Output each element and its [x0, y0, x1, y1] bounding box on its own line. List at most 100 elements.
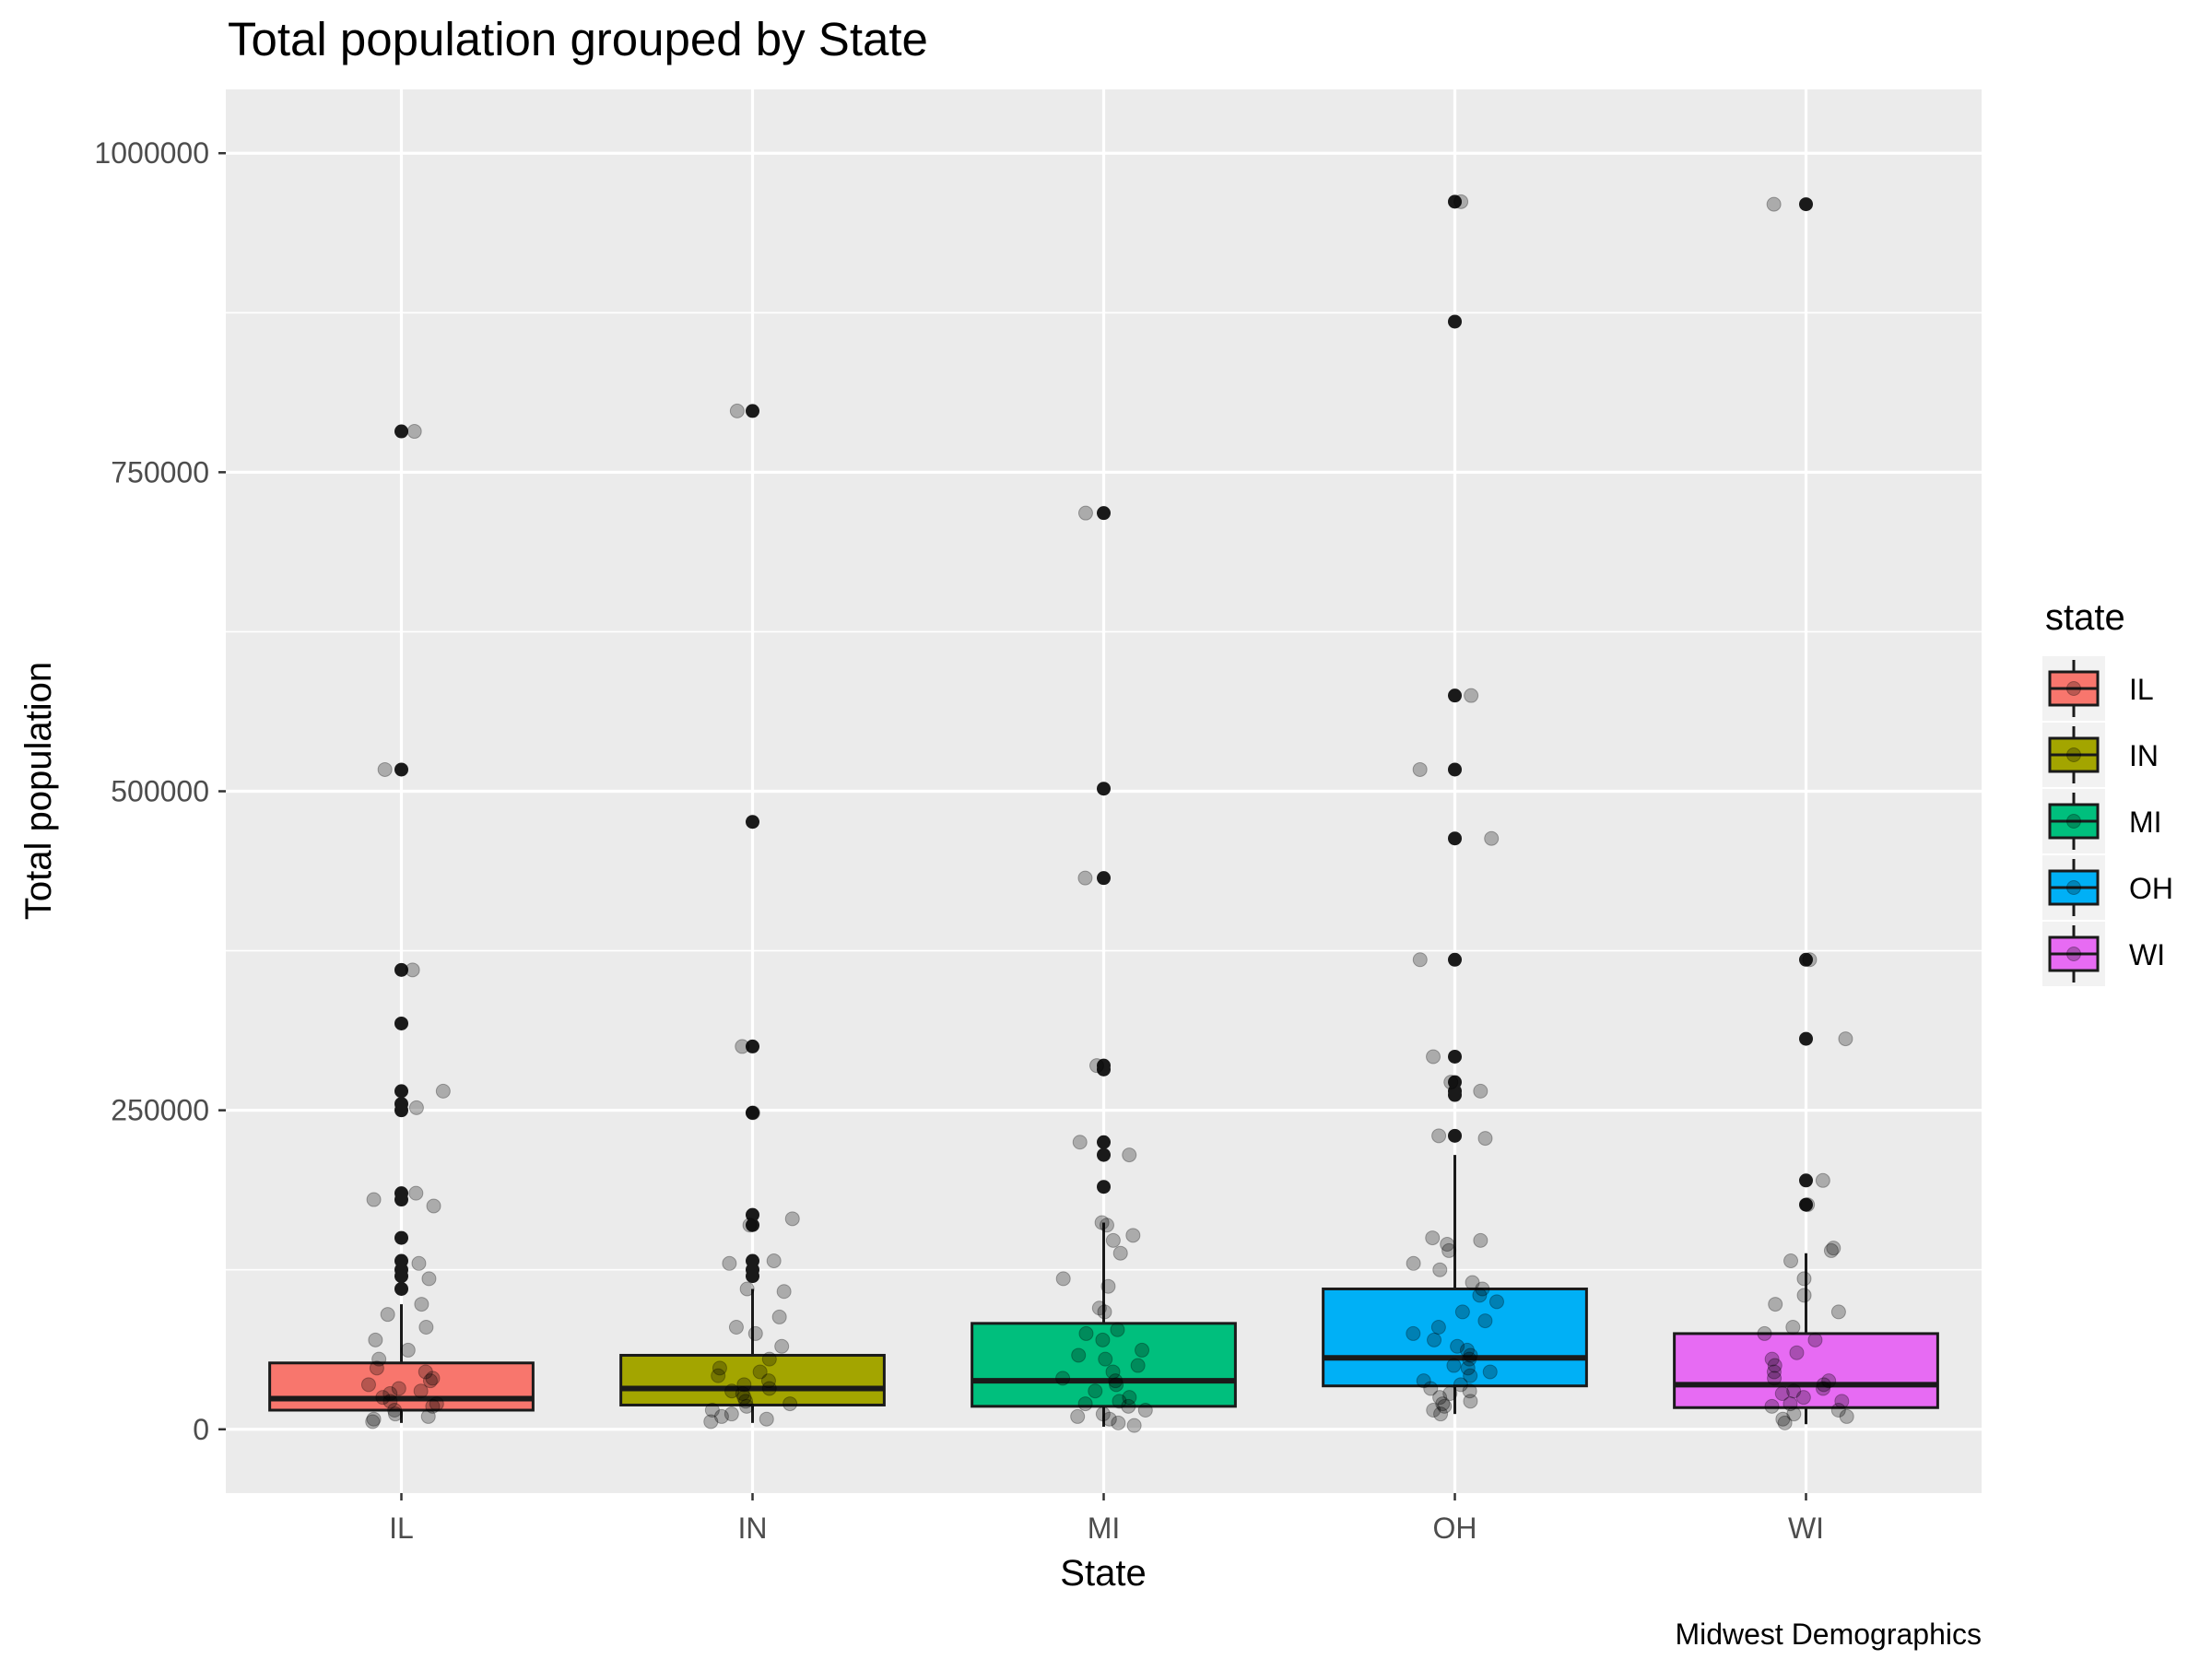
chart-caption: Midwest Demographics — [1675, 1618, 1982, 1651]
jitter-point — [739, 1398, 755, 1414]
jitter-point — [1768, 1297, 1783, 1312]
jitter-point — [1839, 1408, 1854, 1424]
jitter-point — [1453, 1377, 1468, 1393]
jitter-point — [418, 1364, 433, 1380]
jitter-point — [1426, 1049, 1441, 1065]
jitter-point — [1426, 1403, 1441, 1418]
jitter-point — [405, 962, 420, 978]
jitter-point — [736, 1390, 752, 1406]
outlier-point — [746, 815, 759, 830]
outlier-point — [394, 762, 408, 777]
jitter-point — [1055, 1371, 1071, 1386]
jitter-point — [1416, 1373, 1431, 1389]
x-axis: IL IN MI OH WI — [389, 1493, 1824, 1545]
jitter-point — [400, 1342, 416, 1358]
jitter-point — [1767, 1358, 1783, 1373]
outlier-point — [1799, 952, 1813, 967]
outlier-point — [1448, 1128, 1462, 1143]
jitter-point — [1431, 1128, 1447, 1144]
box-wi — [1673, 1332, 1939, 1409]
jitter-point — [413, 1383, 429, 1399]
outlier-point — [1799, 197, 1813, 212]
jitter-point — [1437, 1398, 1453, 1414]
jitter-point — [1786, 1406, 1802, 1422]
outlier-point — [1097, 782, 1111, 796]
jitter-point — [1070, 1408, 1086, 1424]
jitter-point — [1477, 1131, 1493, 1147]
jitter-point — [1800, 1197, 1816, 1213]
jitter-point — [1826, 1241, 1841, 1256]
jitter-point — [1834, 1394, 1850, 1409]
jitter-point — [735, 1386, 750, 1402]
jitter-point — [1097, 1304, 1112, 1320]
jitter-point — [408, 1185, 424, 1201]
jitter-point — [1412, 952, 1428, 968]
outlier-point — [746, 1105, 759, 1120]
jitter-point — [368, 1332, 383, 1347]
outlier-point — [394, 1084, 408, 1099]
jitter-point — [375, 1390, 391, 1406]
jitter-point — [1783, 1253, 1799, 1269]
jitter-point — [426, 1198, 441, 1214]
jitter-point — [1777, 1415, 1793, 1430]
jitter-point — [1109, 1377, 1124, 1393]
y-axis: 0 250000 500000 750000 1000000 — [94, 136, 226, 1446]
x-axis-title: State — [1060, 1553, 1146, 1594]
jitter-point — [1815, 1172, 1830, 1188]
y-tick-label: 750000 — [111, 455, 209, 488]
jitter-point — [724, 1406, 739, 1422]
x-tick-label: MI — [1088, 1512, 1121, 1545]
jitter-point — [1098, 1351, 1113, 1367]
jitter-point — [1830, 1304, 1846, 1320]
jitter-point — [761, 1351, 777, 1367]
jitter-point — [1433, 1406, 1449, 1422]
outlier-point — [394, 1230, 408, 1245]
box-layer — [268, 194, 1939, 1428]
jitter-point — [1105, 1364, 1121, 1380]
jitter-point — [366, 1411, 382, 1427]
jitter-point — [747, 1325, 763, 1341]
jitter-point — [1459, 1342, 1475, 1358]
jitter-point — [1130, 1358, 1146, 1373]
jitter-point — [738, 1394, 754, 1409]
jitter-point — [1802, 952, 1818, 968]
jitter-point — [1441, 1242, 1457, 1258]
jitter-point — [435, 1083, 451, 1099]
jitter-point — [704, 1403, 720, 1418]
jitter-point — [1425, 1230, 1441, 1246]
jitter-point — [1789, 1345, 1805, 1360]
jitter-point — [1077, 505, 1093, 521]
jitter-point — [1443, 1075, 1459, 1090]
jitter-point — [1430, 1320, 1446, 1335]
jitter-point — [1101, 1411, 1117, 1427]
outlier-point — [394, 962, 408, 977]
jitter-point — [1475, 1281, 1490, 1297]
jitter-point — [711, 1368, 726, 1383]
jitter-point — [722, 1255, 737, 1271]
jitter-point — [1112, 1245, 1128, 1261]
jitter-point — [1055, 1271, 1071, 1287]
jitter-points-layer — [360, 194, 1854, 1433]
legend-label-in: IN — [2129, 739, 2159, 772]
jitter-point — [406, 424, 422, 440]
jitter-point — [1757, 1325, 1772, 1341]
legend-key-point — [2066, 747, 2081, 762]
jitter-point — [776, 1284, 792, 1300]
x-tick-label: WI — [1788, 1512, 1824, 1545]
jitter-point — [1427, 1332, 1442, 1347]
jitter-point — [774, 1338, 790, 1354]
jitter-point — [1110, 1322, 1125, 1337]
box-in — [619, 1353, 886, 1406]
jitter-point — [1121, 1398, 1136, 1414]
jitter-point — [1137, 1403, 1153, 1418]
jitter-point — [429, 1396, 444, 1412]
jitter-point — [1112, 1394, 1127, 1409]
outlier-point — [746, 1269, 759, 1284]
jitter-point — [387, 1403, 403, 1418]
jitter-point — [1126, 1418, 1142, 1433]
x-tick-label: IN — [738, 1512, 768, 1545]
jitter-point — [1767, 1371, 1783, 1386]
jitter-point — [1838, 1031, 1853, 1047]
outlier-point — [1448, 831, 1462, 846]
legend-label-il: IL — [2129, 673, 2154, 706]
